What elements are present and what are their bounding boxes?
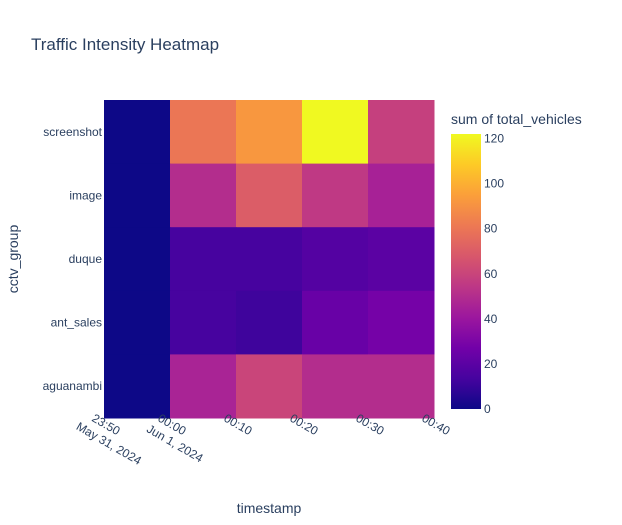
heatmap-cell — [170, 163, 237, 228]
svg-text:00:40: 00:40 — [419, 411, 452, 438]
colorbar-tick-label: 60 — [484, 267, 498, 281]
y-tick-label: aguanambi — [43, 379, 102, 393]
x-tick-label: 00:40 — [419, 411, 452, 438]
heatmap-cell — [104, 100, 171, 165]
heatmap-cell — [236, 227, 303, 292]
heatmap-cell — [368, 227, 435, 292]
heatmap-cell — [368, 354, 435, 419]
colorbar-title: sum of total_vehicles — [451, 111, 582, 127]
heatmap-cells — [104, 100, 435, 419]
colorbar — [451, 134, 481, 409]
heatmap-cell — [170, 100, 237, 165]
chart-title: Traffic Intensity Heatmap — [31, 35, 219, 54]
heatmap-cell — [302, 163, 369, 228]
heatmap-cell — [368, 100, 435, 165]
heatmap-cell — [236, 100, 303, 165]
heatmap-cell — [104, 290, 171, 355]
colorbar-ticks: 0 20 40 60 80 100 120 — [484, 132, 504, 416]
heatmap-cell — [104, 354, 171, 419]
x-axis-title: timestamp — [237, 500, 302, 516]
heatmap-cell — [302, 100, 369, 165]
heatmap-cell — [104, 163, 171, 228]
y-axis-title: cctv_group — [5, 225, 21, 294]
colorbar-tick-label: 100 — [484, 177, 504, 191]
y-tick-label: duque — [69, 252, 103, 266]
heatmap-cell — [302, 354, 369, 419]
heatmap-cell — [236, 290, 303, 355]
heatmap-cell — [368, 163, 435, 228]
heatmap-cell — [170, 354, 237, 419]
y-tick-label: image — [69, 188, 102, 202]
colorbar-tick-label: 20 — [484, 357, 498, 371]
colorbar-tick-label: 80 — [484, 222, 498, 236]
y-tick-label: screenshot — [43, 125, 102, 139]
heatmap-cell — [170, 290, 237, 355]
y-tick-labels: screenshot image duque ant_sales aguanambi — [43, 125, 103, 393]
heatmap-cell — [104, 227, 171, 292]
colorbar-tick-label: 120 — [484, 132, 504, 146]
colorbar-tick-label: 40 — [484, 312, 498, 326]
heatmap-cell — [368, 290, 435, 355]
heatmap-cell — [236, 354, 303, 419]
heatmap-cell — [302, 290, 369, 355]
y-tick-label: ant_sales — [51, 316, 102, 330]
heatmap-cell — [170, 227, 237, 292]
heatmap-cell — [236, 163, 303, 228]
heatmap-cell — [302, 227, 369, 292]
colorbar-tick-label: 0 — [484, 402, 491, 416]
